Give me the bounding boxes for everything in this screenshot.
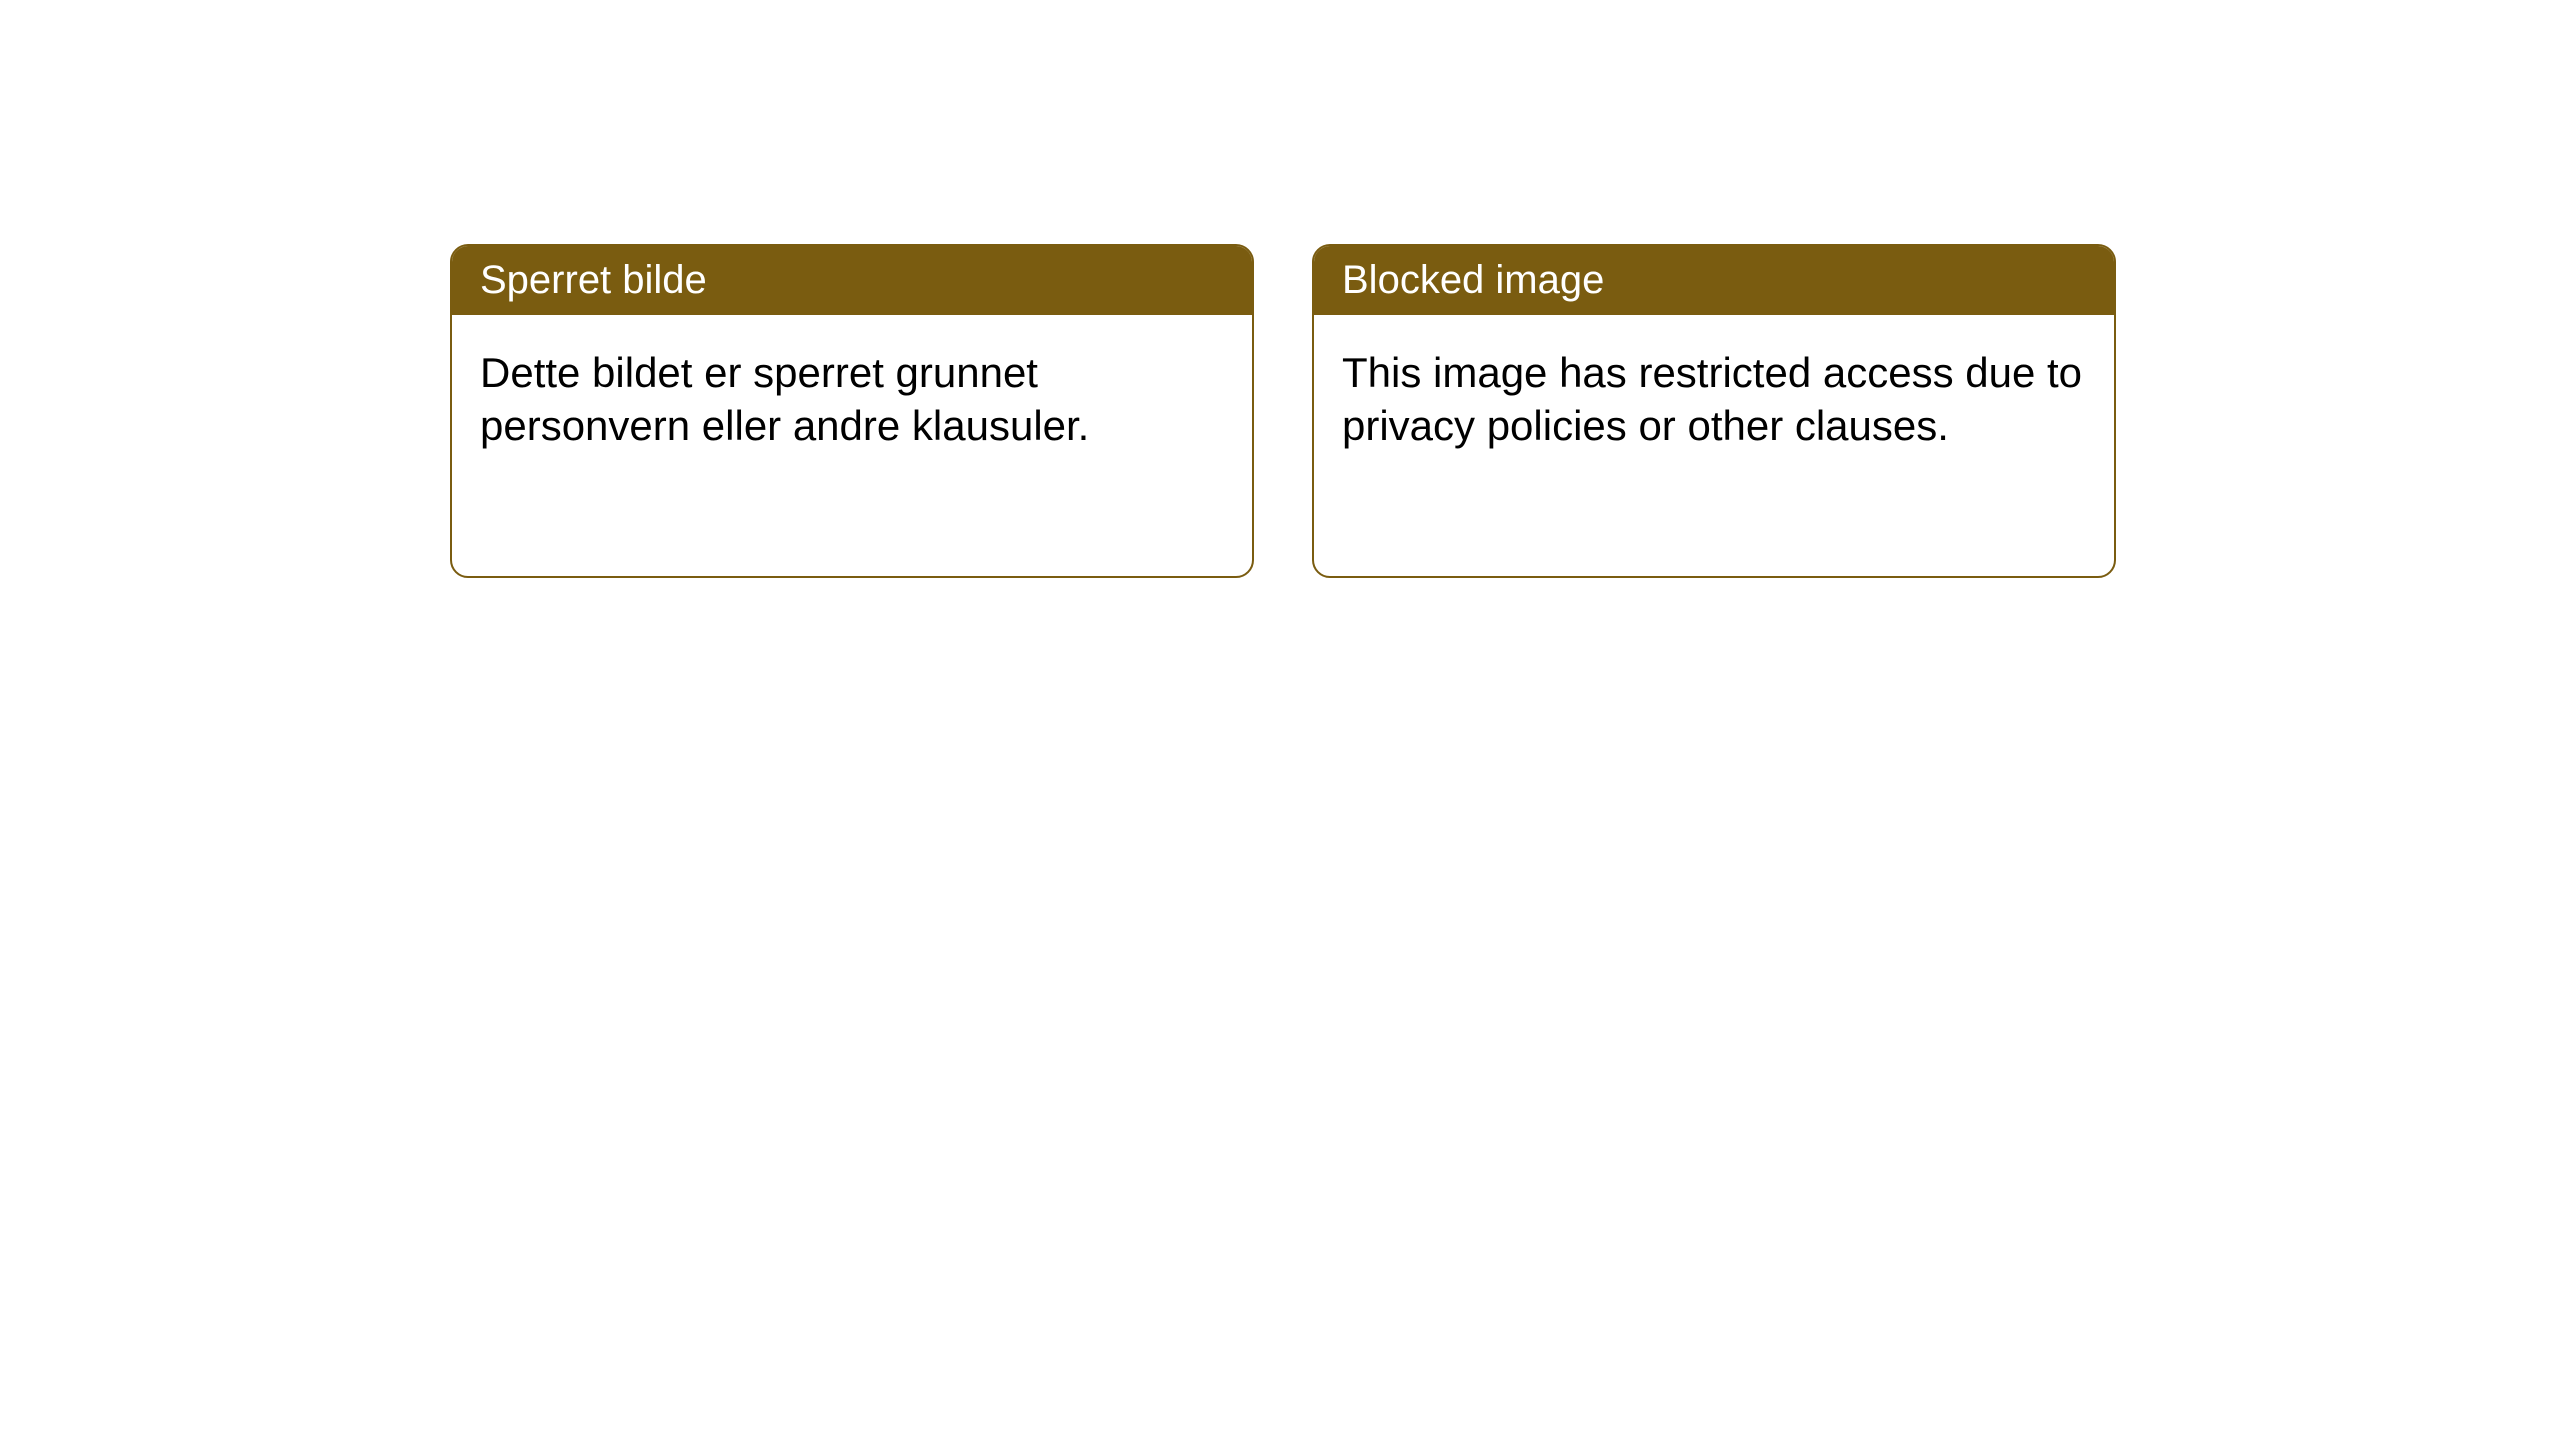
card-body-text: This image has restricted access due to …: [1342, 349, 2082, 449]
notice-card-english: Blocked image This image has restricted …: [1312, 244, 2116, 578]
notice-card-norwegian: Sperret bilde Dette bildet er sperret gr…: [450, 244, 1254, 578]
card-body-text: Dette bildet er sperret grunnet personve…: [480, 349, 1089, 449]
card-title: Blocked image: [1342, 258, 1604, 302]
card-header: Blocked image: [1314, 246, 2114, 315]
card-title: Sperret bilde: [480, 258, 707, 302]
card-body: Dette bildet er sperret grunnet personve…: [452, 315, 1252, 484]
card-header: Sperret bilde: [452, 246, 1252, 315]
card-body: This image has restricted access due to …: [1314, 315, 2114, 484]
notice-container: Sperret bilde Dette bildet er sperret gr…: [450, 244, 2560, 578]
